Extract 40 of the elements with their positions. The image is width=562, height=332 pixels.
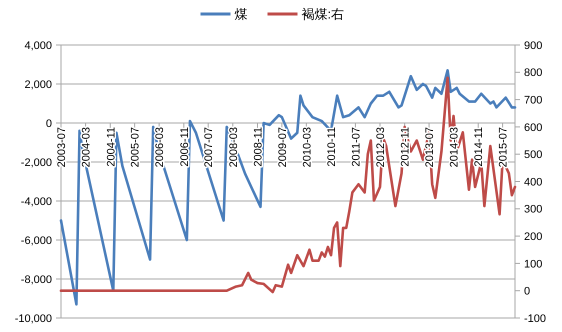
- x-tick-label: 2012-03: [374, 127, 387, 168]
- x-tick-label: 2012-11: [400, 127, 412, 167]
- y2-tick-label: 500: [524, 149, 542, 162]
- y2-tick-label: 300: [524, 204, 542, 216]
- y2-tick-label: 400: [524, 176, 542, 188]
- x-tick-label: 2006-11: [178, 127, 191, 167]
- y2-tick-label: 800: [524, 67, 542, 80]
- y-tick-label: 0: [46, 118, 52, 130]
- x-tick-label: 2015-07: [498, 127, 510, 168]
- x-tick-label: 2005-07: [130, 127, 142, 168]
- x-tick-label: 2008-11: [252, 127, 264, 167]
- x-tick-label: 2006-03: [154, 127, 166, 168]
- x-tick-label: 2010-11: [326, 127, 338, 167]
- y-tick-label: 4,000: [24, 40, 52, 52]
- legend-label: 褐煤:右: [302, 6, 344, 22]
- x-tick-label: 2010-03: [301, 127, 314, 168]
- y2-tick-label: 600: [524, 122, 542, 134]
- x-tick-label: 2009-07: [276, 127, 289, 168]
- x-tick-label: 2007-07: [203, 127, 216, 168]
- y2-tick-label: -100: [524, 312, 546, 325]
- y2-tick-label: 900: [524, 40, 542, 52]
- x-tick-label: 2011-07: [350, 127, 362, 167]
- y2-tick-label: 100: [524, 258, 542, 270]
- y-tick-label: -6,000: [20, 234, 52, 247]
- y2-tick-label: 700: [524, 94, 542, 106]
- y-tick-label: -10,000: [14, 312, 52, 325]
- y-tick-label: -4,000: [20, 196, 52, 208]
- y-tick-label: -2,000: [20, 156, 52, 169]
- x-tick-label: 2014-03: [448, 127, 461, 168]
- x-tick-label: 2008-03: [228, 127, 240, 168]
- x-tick-label: 2013-07: [424, 127, 436, 168]
- y-tick-label: -8,000: [20, 274, 52, 286]
- y-tick-label: 2,000: [24, 78, 52, 91]
- x-tick-label: 2014-11: [473, 127, 486, 167]
- y2-tick-label: 0: [524, 286, 530, 298]
- x-tick-label: 2003-07: [56, 127, 68, 168]
- x-tick-label: 2004-03: [80, 127, 93, 168]
- y2-tick-label: 200: [524, 230, 542, 243]
- x-tick-label: 2004-11: [105, 127, 118, 167]
- legend-label: 煤: [234, 6, 248, 22]
